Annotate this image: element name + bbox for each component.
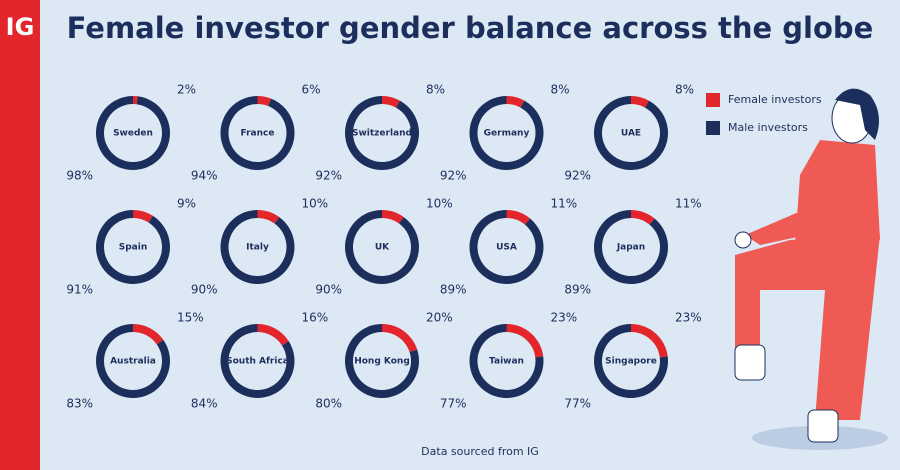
country-label: France — [241, 129, 275, 139]
value-label: 90% — [315, 283, 342, 297]
country-label: Sweden — [113, 129, 153, 139]
value-label: 77% — [564, 397, 591, 411]
country-label: UAE — [621, 129, 641, 139]
logo: IG — [6, 13, 35, 41]
value-label: 98% — [66, 169, 93, 183]
donut-segment — [506, 324, 544, 358]
brand-bar — [0, 0, 40, 470]
donut-segment — [382, 96, 400, 108]
country-label: Singapore — [605, 357, 657, 367]
donut-segment — [631, 96, 649, 108]
country-label: Italy — [246, 243, 269, 253]
donut-segment — [257, 96, 272, 107]
value-label: 8% — [426, 83, 445, 97]
value-label: 89% — [440, 283, 467, 297]
country-label: Australia — [110, 357, 156, 367]
value-label: 94% — [191, 169, 218, 183]
legend-label: Female investors — [728, 93, 822, 106]
legs — [735, 235, 880, 420]
donut-segment — [133, 96, 138, 105]
donut-segment — [506, 210, 531, 225]
value-label: 89% — [564, 283, 591, 297]
illustration — [734, 88, 888, 450]
hair — [835, 88, 879, 140]
donut-segment — [133, 324, 164, 345]
value-label: 8% — [551, 83, 570, 97]
country-label: South Africa — [226, 357, 289, 367]
donut-segment — [257, 210, 280, 224]
country-label: UK — [375, 243, 390, 253]
value-label: 92% — [564, 169, 591, 183]
country-label: Japan — [616, 243, 645, 253]
donut-segment — [631, 324, 668, 358]
value-label: 23% — [675, 311, 702, 325]
value-label: 16% — [302, 311, 329, 325]
country-label: Taiwan — [489, 357, 524, 367]
legend-swatch — [706, 93, 720, 107]
value-label: 77% — [440, 397, 467, 411]
value-label: 15% — [177, 311, 204, 325]
country-label: USA — [496, 243, 517, 253]
value-label: 6% — [302, 83, 321, 97]
legend-swatch — [706, 121, 720, 135]
value-label: 2% — [177, 83, 196, 97]
donut-segment — [382, 210, 404, 224]
value-label: 10% — [302, 197, 329, 211]
value-label: 11% — [551, 197, 578, 211]
donut-segment — [382, 324, 418, 353]
source-note: Data sourced from IG — [421, 445, 539, 458]
donut-segment — [506, 96, 525, 108]
chart-title: Female investor gender balance across th… — [67, 11, 874, 45]
shoe — [807, 409, 839, 443]
value-label: 92% — [440, 169, 467, 183]
value-label: 10% — [426, 197, 453, 211]
country-label: Spain — [119, 243, 148, 253]
donut-segment — [631, 210, 655, 225]
shoe — [734, 344, 766, 381]
donut-segment — [133, 210, 153, 223]
value-label: 80% — [315, 397, 342, 411]
country-label: Germany — [484, 129, 530, 139]
hand — [734, 231, 752, 249]
country-label: Switzerland — [352, 129, 412, 139]
value-label: 20% — [426, 311, 453, 325]
value-label: 11% — [675, 197, 702, 211]
country-label: Hong Kong — [354, 357, 410, 367]
value-label: 9% — [177, 197, 196, 211]
value-label: 92% — [315, 169, 342, 183]
value-label: 83% — [66, 397, 93, 411]
arm — [745, 180, 830, 245]
value-label: 23% — [551, 311, 578, 325]
value-label: 91% — [66, 283, 93, 297]
value-label: 90% — [191, 283, 218, 297]
value-label: 84% — [191, 397, 218, 411]
donut-segment — [257, 324, 289, 346]
value-label: 8% — [675, 83, 694, 97]
legend-label: Male investors — [728, 121, 808, 134]
